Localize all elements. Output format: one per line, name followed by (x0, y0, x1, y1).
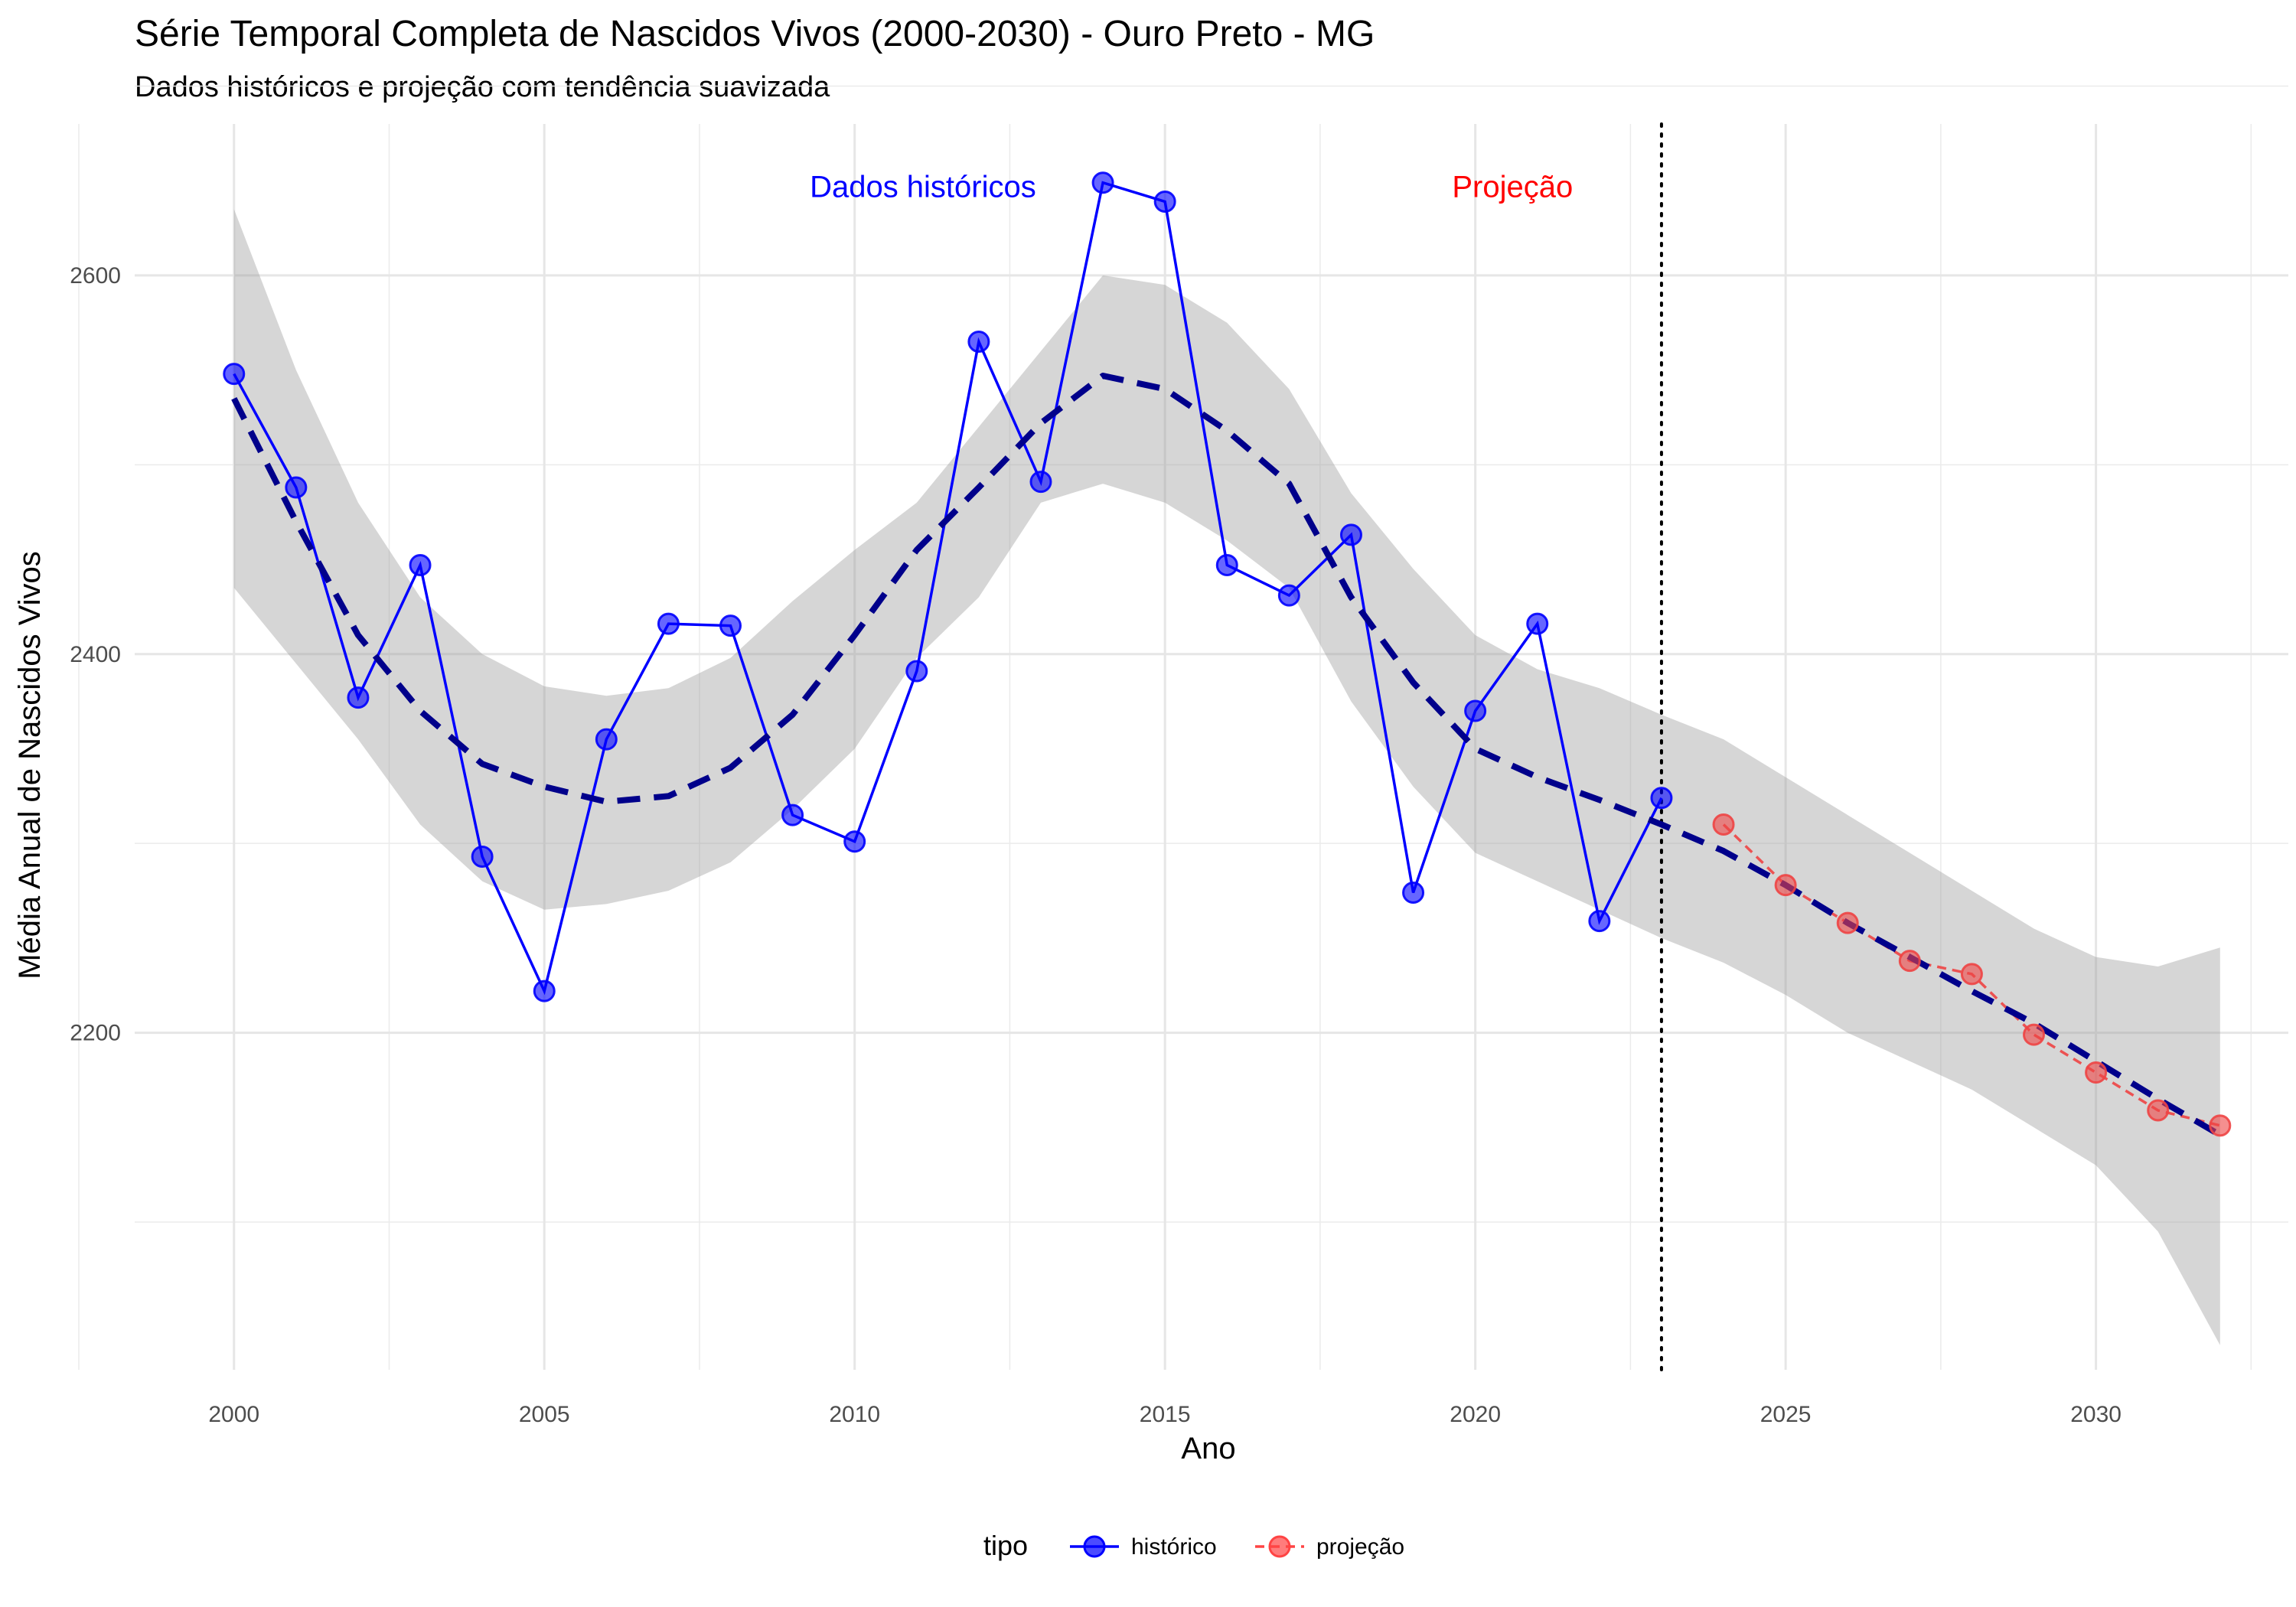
x-tick-label: 2020 (1450, 1402, 1501, 1427)
legend-item-label: projeção (1316, 1534, 1404, 1560)
data-point-historico (533, 980, 556, 1002)
y-tick-label: 2200 (70, 1021, 121, 1046)
legend: tipo histórico projeção (983, 1530, 1404, 1561)
x-tick-label: 2030 (2070, 1402, 2122, 1427)
x-tick-label: 2005 (519, 1402, 570, 1427)
data-point-historico (1215, 553, 1238, 576)
y-tick-label: 2600 (70, 263, 121, 288)
data-point-historico (1339, 523, 1362, 546)
chart-subtitle: Dados históricos e projeção com tendênci… (135, 71, 830, 103)
x-tick-label: 2000 (208, 1402, 259, 1427)
data-point-historico (1650, 787, 1673, 810)
data-point-historico (595, 728, 618, 751)
data-point-historico (1464, 699, 1487, 722)
data-point-historico (1277, 584, 1300, 607)
x-tick-label: 2025 (1760, 1402, 1812, 1427)
x-tick-label: 2015 (1140, 1402, 1191, 1427)
data-point-projecao (2147, 1099, 2170, 1122)
data-point-historico (1588, 910, 1611, 933)
data-point-historico (905, 660, 928, 683)
annotation-label: Projeção (1452, 171, 1573, 204)
legend-items: histórico projeção (1070, 1534, 1404, 1560)
data-point-historico (1153, 190, 1176, 213)
data-point-projecao (1960, 963, 1983, 986)
grid-minor (78, 85, 2288, 1370)
legend-key-point (1268, 1535, 1291, 1558)
x-tick-label: 2010 (829, 1402, 880, 1427)
data-point-historico (1402, 882, 1425, 905)
legend-item-label: histórico (1131, 1534, 1217, 1560)
legend-title: tipo (983, 1530, 1028, 1561)
x-axis-title: Ano (1181, 1432, 1235, 1465)
data-point-historico (1091, 171, 1114, 194)
data-point-projecao (1774, 874, 1797, 897)
trend-layer (231, 373, 2222, 1138)
chart-title: Série Temporal Completa de Nascidos Vivo… (135, 14, 1375, 54)
grid-major (135, 124, 2288, 1370)
data-point-historico (719, 614, 742, 637)
y-tick-label: 2400 (70, 642, 121, 667)
y-axis-ticks: 2200 2400 2600 (70, 263, 121, 1046)
annotation-label: Dados históricos (810, 171, 1036, 204)
data-point-projecao (1836, 911, 1859, 934)
data-point-projecao (1712, 813, 1735, 836)
trend-line (231, 373, 2222, 1138)
data-point-historico (781, 804, 804, 826)
data-point-historico (347, 686, 370, 709)
data-point-historico (967, 331, 990, 354)
data-point-historico (1526, 612, 1549, 635)
data-point-historico (409, 553, 432, 576)
data-point-historico (843, 830, 866, 853)
data-point-projecao (2085, 1061, 2108, 1084)
confidence-band (233, 209, 2220, 1345)
annotations-layer: Dados históricos Projeção (810, 171, 1573, 204)
data-point-historico (657, 612, 680, 635)
data-point-historico (285, 476, 308, 499)
data-point-projecao (1898, 950, 1921, 973)
data-point-projecao (2023, 1023, 2046, 1046)
confidence-band-layer (233, 209, 2220, 1345)
series-line-historico (233, 181, 1663, 996)
x-axis-ticks: 2000 2005 2010 2015 2020 2025 2030 (208, 1402, 2122, 1427)
data-point-historico (1029, 471, 1052, 494)
data-point-projecao (2209, 1114, 2232, 1137)
points-layer (223, 171, 2232, 1137)
data-point-historico (471, 846, 494, 869)
data-point-historico (223, 363, 246, 386)
legend-key-point (1083, 1535, 1106, 1558)
y-axis-title: Média Anual de Nascidos Vivos (13, 551, 47, 980)
